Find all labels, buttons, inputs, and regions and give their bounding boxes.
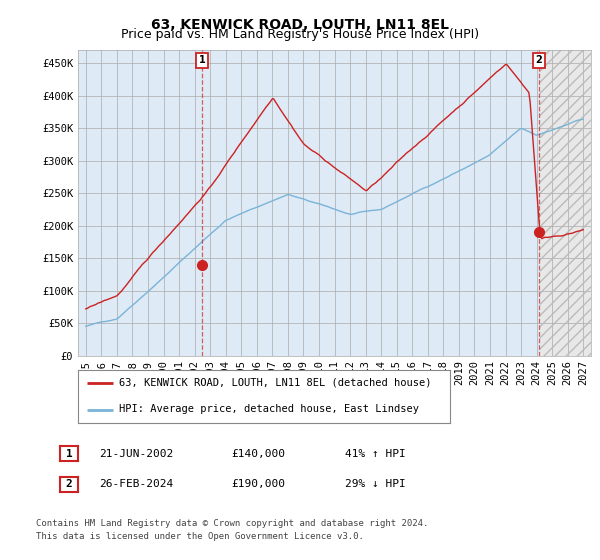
Text: Contains HM Land Registry data © Crown copyright and database right 2024.: Contains HM Land Registry data © Crown c… (36, 519, 428, 528)
Text: £140,000: £140,000 (231, 449, 285, 459)
Text: 1: 1 (199, 55, 205, 65)
Text: HPI: Average price, detached house, East Lindsey: HPI: Average price, detached house, East… (119, 404, 419, 414)
Text: 2: 2 (65, 479, 73, 489)
Bar (540, 50, 591, 356)
Text: This data is licensed under the Open Government Licence v3.0.: This data is licensed under the Open Gov… (36, 532, 364, 541)
Text: 1: 1 (65, 449, 73, 459)
Text: £190,000: £190,000 (231, 479, 285, 489)
Text: 41% ↑ HPI: 41% ↑ HPI (345, 449, 406, 459)
Text: 26-FEB-2024: 26-FEB-2024 (99, 479, 173, 489)
Text: Price paid vs. HM Land Registry's House Price Index (HPI): Price paid vs. HM Land Registry's House … (121, 28, 479, 41)
Text: 21-JUN-2002: 21-JUN-2002 (99, 449, 173, 459)
Text: 63, KENWICK ROAD, LOUTH, LN11 8EL (detached house): 63, KENWICK ROAD, LOUTH, LN11 8EL (detac… (119, 378, 431, 388)
Text: 2: 2 (536, 55, 542, 65)
Text: 63, KENWICK ROAD, LOUTH, LN11 8EL: 63, KENWICK ROAD, LOUTH, LN11 8EL (151, 18, 449, 32)
Bar (540, 50, 591, 356)
Text: 29% ↓ HPI: 29% ↓ HPI (345, 479, 406, 489)
